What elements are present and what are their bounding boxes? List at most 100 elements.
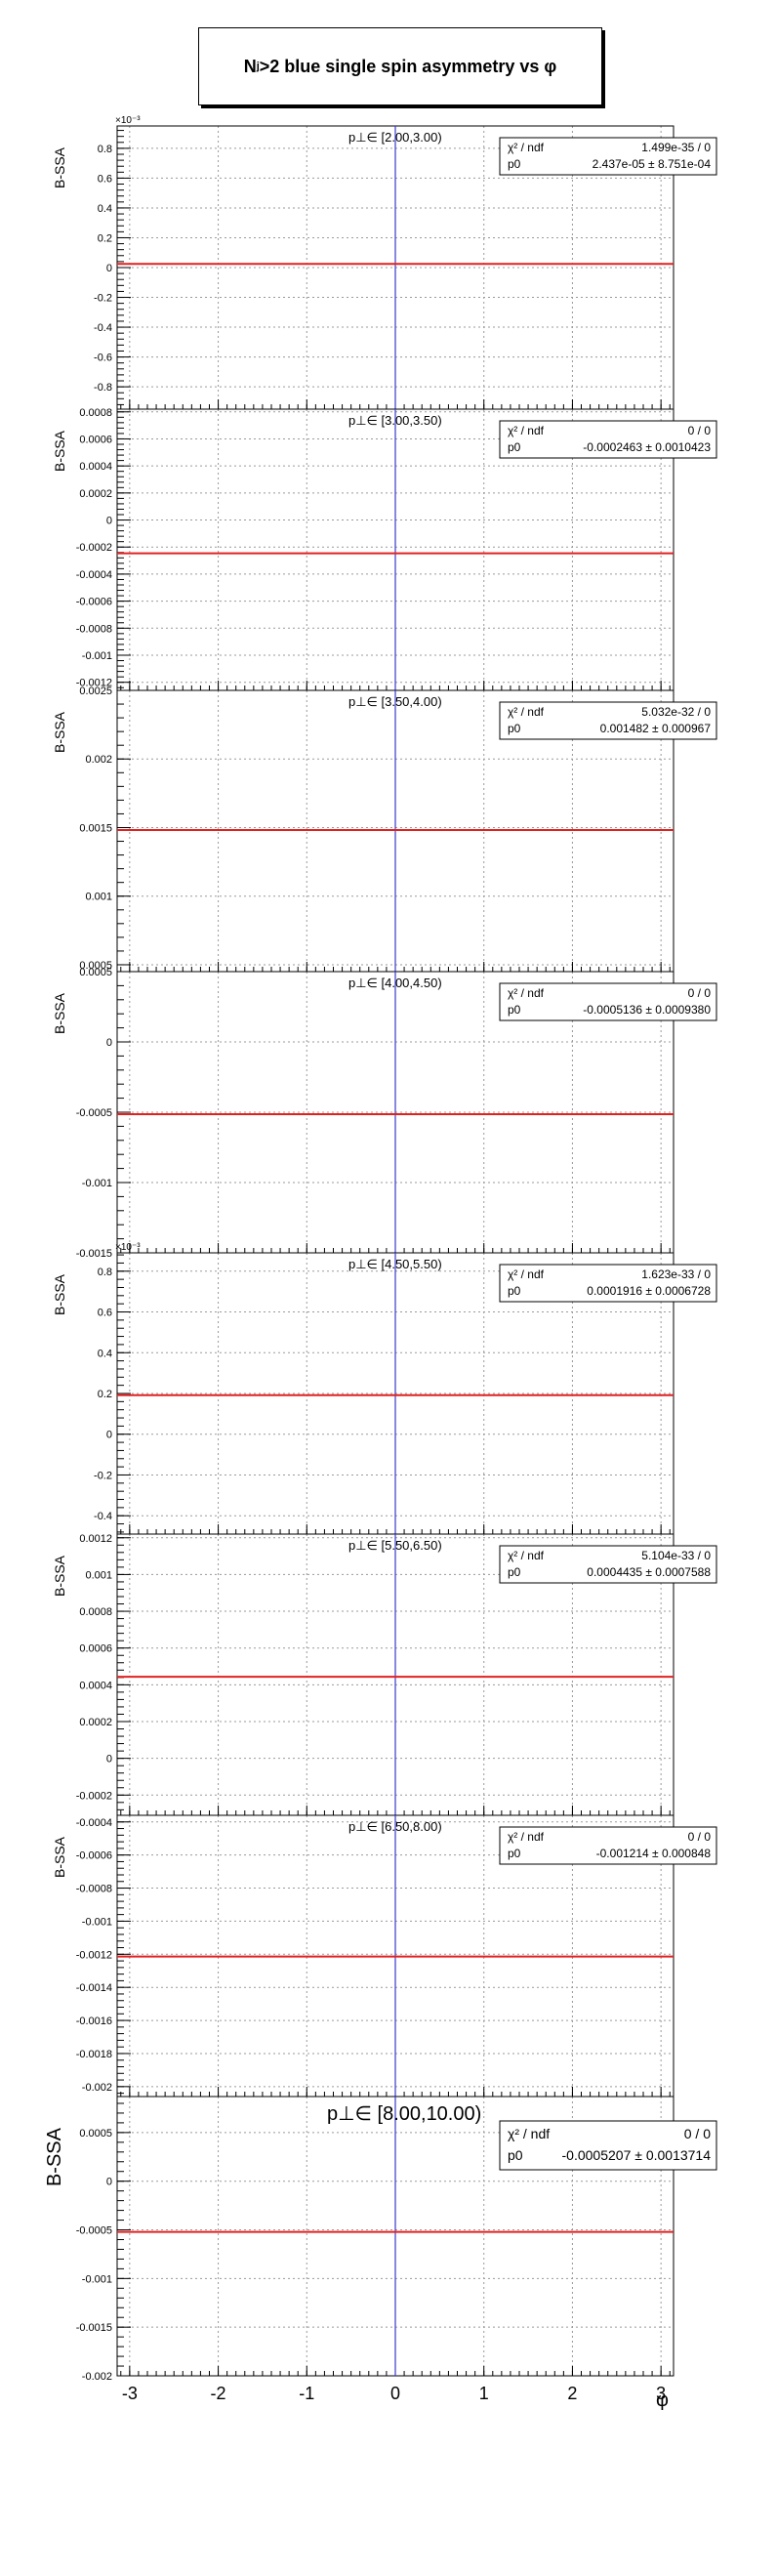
y-tick-label: -0.2 xyxy=(94,1470,112,1481)
y-tick-label: 0 xyxy=(106,1430,112,1441)
fit-stats-box xyxy=(499,1545,717,1584)
fit-chi2-label: χ² / ndf xyxy=(508,986,545,1000)
fit-stats-box xyxy=(499,1826,717,1865)
y-tick-label: 0.0012 xyxy=(79,1533,112,1545)
y-tick-label: -0.002 xyxy=(82,2082,112,2094)
y-tick-label: -0.0015 xyxy=(76,1248,112,1260)
y-tick-label: 0.0005 xyxy=(79,967,112,978)
y-tick-label: -0.0012 xyxy=(76,678,112,689)
fit-p0-value: 0.001482 ± 0.000967 xyxy=(600,722,712,735)
fit-p0-label: p0 xyxy=(508,157,521,171)
y-tick-label: 0 xyxy=(106,2177,112,2188)
y-tick-label: -0.0018 xyxy=(76,2049,112,2060)
y-tick-label: 0.0004 xyxy=(79,1680,112,1691)
y-tick-label: 0.0025 xyxy=(79,686,112,697)
fit-p0-value: -0.001214 ± 0.000848 xyxy=(596,1847,712,1860)
fit-chi2-label: χ² / ndf xyxy=(508,424,545,437)
y-tick-label: 0.0005 xyxy=(79,960,112,972)
y-tick-label: -0.0004 xyxy=(76,569,112,581)
plot-panel-7: -0.002 -0.0018 -0.0016 -0.0014 -0.0012 -0.001… xyxy=(52,1814,717,2098)
y-tick-label: 0.0015 xyxy=(79,822,112,834)
plot-panel-4: -0.0015 -0.001 -0.0005 0 0.0005 B-SSA p⊥∈ [4.0… xyxy=(52,967,717,1260)
y-tick-label: -0.0012 xyxy=(76,1949,112,1961)
pt-bin-label: p⊥∈ [5.50,6.50) xyxy=(348,1538,442,1553)
y-axis-label: B-SSA xyxy=(44,2127,65,2186)
y-tick-label: 0.002 xyxy=(85,754,112,766)
y-tick-label: 0.8 xyxy=(98,144,112,155)
y-tick-label: 0.0004 xyxy=(79,461,112,473)
fit-p0-value: 2.437e-05 ± 8.751e-04 xyxy=(593,157,712,171)
fit-p0-value: -0.0002463 ± 0.0010423 xyxy=(583,440,711,454)
y-tick-label: -0.001 xyxy=(82,2273,112,2285)
fit-chi2-value: 0 / 0 xyxy=(684,2126,711,2141)
y-exponent-label: ×10⁻³ xyxy=(115,1242,141,1253)
y-tick-label: -0.0014 xyxy=(76,1982,112,1994)
plot-panel-1: -0.8 -0.6 -0.4 -0.2 0 0.2 0.4 0.6 0.8 B-SSA ×10⁻³ p… xyxy=(52,115,717,410)
plot-panel-5: -0.4 -0.2 0 0.2 0.4 0.6 0.8 B-SSA ×10⁻³ p⊥∈ [4.50… xyxy=(52,1242,717,1535)
fit-p0-value: 0.0001916 ± 0.0006728 xyxy=(587,1284,711,1298)
pt-bin-label: p⊥∈ [6.50,8.00) xyxy=(348,1819,442,1834)
fit-stats-box xyxy=(499,982,717,1021)
fit-chi2-label: χ² / ndf xyxy=(508,705,545,719)
y-tick-label: 0.0005 xyxy=(79,2128,112,2140)
y-tick-label: 0.8 xyxy=(98,1267,112,1278)
y-tick-label: -0.4 xyxy=(94,1511,112,1522)
y-tick-label: 0.0002 xyxy=(79,1717,112,1728)
y-tick-label: -0.0008 xyxy=(76,1884,112,1895)
fit-p0-label: p0 xyxy=(508,722,521,735)
pt-bin-label: p⊥∈ [4.50,5.50) xyxy=(348,1257,442,1271)
fit-chi2-label: χ² / ndf xyxy=(508,1549,545,1562)
fit-p0-label: p0 xyxy=(508,1003,521,1017)
y-tick-label: 0.001 xyxy=(85,1569,112,1581)
fit-stats-box xyxy=(499,137,717,176)
y-tick-label: -0.6 xyxy=(94,353,112,364)
fit-p0-label: p0 xyxy=(508,2147,523,2163)
x-tick-label: 1 xyxy=(479,2384,489,2403)
y-tick-label: -0.0002 xyxy=(76,542,112,554)
y-axis-label: B-SSA xyxy=(52,992,67,1034)
y-tick-label: 0.0008 xyxy=(79,1606,112,1618)
fit-p0-label: p0 xyxy=(508,1565,521,1579)
plot-panel-6: -0.0002 0 0.0002 0.0004 0.0006 0.0008 0.001 0.0… xyxy=(52,1533,717,1816)
y-tick-label: -0.001 xyxy=(82,1916,112,1928)
y-tick-label: 0.4 xyxy=(98,203,112,215)
y-tick-label: -0.0002 xyxy=(76,1790,112,1802)
y-tick-label: 0.0008 xyxy=(79,407,112,419)
fit-p0-label: p0 xyxy=(508,1284,521,1298)
x-tick-label: 3 xyxy=(656,2384,666,2403)
title-subscript: j xyxy=(256,61,260,72)
y-tick-label: -0.0008 xyxy=(76,623,112,635)
y-tick-label: -0.2 xyxy=(94,293,112,305)
x-tick-label: -2 xyxy=(211,2384,226,2403)
pt-bin-label: p⊥∈ [4.00,4.50) xyxy=(348,976,442,990)
y-tick-label: -0.0005 xyxy=(76,2225,112,2237)
fit-chi2-value: 5.032e-32 / 0 xyxy=(641,705,711,719)
y-tick-label: -0.4 xyxy=(94,322,112,334)
y-tick-label: -0.002 xyxy=(82,2371,112,2383)
fit-chi2-label: χ² / ndf xyxy=(508,1267,545,1281)
y-axis-label: B-SSA xyxy=(52,1836,67,1878)
y-axis-label: B-SSA xyxy=(52,430,67,472)
plot-panel-8: -0.002 -0.0015 -0.001 -0.0005 0 0.0005 B-SSA p⊥… xyxy=(44,2096,717,2403)
y-tick-label: 0.4 xyxy=(98,1348,112,1359)
y-tick-label: 0 xyxy=(106,516,112,527)
fit-chi2-value: 0 / 0 xyxy=(688,986,712,1000)
y-tick-label: -0.001 xyxy=(82,650,112,662)
fit-stats-box xyxy=(499,420,717,459)
pt-bin-label: p⊥∈ [3.00,3.50) xyxy=(348,413,442,428)
fit-stats-box xyxy=(499,701,717,740)
fit-chi2-label: χ² / ndf xyxy=(508,2126,550,2141)
y-axis-label: B-SSA xyxy=(52,1555,67,1597)
y-tick-label: -0.0016 xyxy=(76,2015,112,2027)
fit-chi2-value: 1.499e-35 / 0 xyxy=(641,141,711,154)
y-tick-label: 0 xyxy=(106,263,112,274)
y-tick-label: -0.0006 xyxy=(76,597,112,608)
y-tick-label: 0.6 xyxy=(98,173,112,185)
y-tick-label: 0.2 xyxy=(98,232,112,244)
fit-chi2-value: 0 / 0 xyxy=(688,424,712,437)
x-tick-label: -1 xyxy=(299,2384,314,2403)
y-tick-label: -0.001 xyxy=(82,1178,112,1189)
y-tick-label: -0.0005 xyxy=(76,1107,112,1119)
